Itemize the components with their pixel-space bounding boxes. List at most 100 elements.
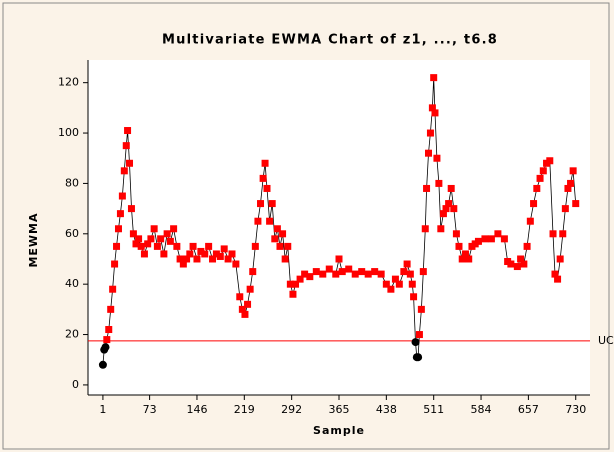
out-of-control-point: [533, 184, 541, 192]
out-of-control-point: [445, 200, 453, 208]
out-of-control-point: [107, 305, 115, 313]
out-of-control-point: [183, 255, 191, 263]
out-of-control-point: [289, 290, 297, 298]
out-of-control-point: [166, 237, 174, 245]
out-of-control-point: [400, 268, 408, 276]
out-of-control-point: [417, 305, 425, 313]
out-of-control-point: [189, 242, 197, 250]
out-of-control-point: [301, 270, 309, 278]
out-of-control-point: [197, 247, 205, 255]
out-of-control-point: [549, 230, 557, 238]
out-of-control-point: [487, 235, 495, 243]
out-of-control-point: [276, 242, 284, 250]
out-of-control-point: [564, 184, 572, 192]
y-tick-label: 120: [58, 76, 79, 89]
out-of-control-point: [312, 268, 320, 276]
out-of-control-point: [111, 260, 119, 268]
out-of-control-point: [296, 275, 304, 283]
x-tick-label: 146: [186, 403, 207, 416]
out-of-control-point: [216, 252, 224, 260]
out-of-control-point: [430, 74, 438, 82]
out-of-control-point: [391, 275, 399, 283]
out-of-control-point: [455, 242, 463, 250]
out-of-control-point: [335, 255, 343, 263]
x-tick-label: 438: [376, 403, 397, 416]
out-of-control-point: [567, 179, 575, 187]
plot-area: [88, 60, 590, 395]
out-of-control-point: [559, 230, 567, 238]
in-control-point: [98, 360, 107, 369]
out-of-control-point: [425, 149, 433, 157]
out-of-control-point: [179, 260, 187, 268]
out-of-control-point: [332, 270, 340, 278]
y-tick-label: 20: [65, 328, 79, 341]
out-of-control-point: [273, 225, 281, 233]
out-of-control-point: [228, 250, 236, 258]
out-of-control-point: [209, 255, 217, 263]
out-of-control-point: [526, 217, 534, 225]
out-of-control-point: [173, 242, 181, 250]
out-of-control-point: [132, 240, 140, 248]
out-of-control-point: [435, 179, 443, 187]
out-of-control-point: [103, 336, 111, 344]
out-of-control-point: [238, 305, 246, 313]
out-of-control-point: [201, 250, 209, 258]
out-of-control-point: [114, 225, 122, 233]
y-tick-label: 60: [65, 227, 79, 240]
in-control-point: [411, 338, 420, 347]
out-of-control-point: [447, 184, 455, 192]
out-of-control-point: [306, 273, 314, 281]
out-of-control-point: [116, 210, 124, 218]
x-axis-label: Sample: [313, 424, 365, 437]
out-of-control-point: [421, 225, 429, 233]
out-of-control-point: [338, 268, 346, 276]
out-of-control-point: [419, 268, 427, 276]
out-of-control-point: [465, 255, 473, 263]
out-of-control-point: [423, 184, 431, 192]
out-of-control-point: [186, 250, 194, 258]
out-of-control-point: [113, 242, 121, 250]
out-of-control-point: [428, 104, 436, 112]
x-tick-label: 292: [281, 403, 302, 416]
out-of-control-point: [257, 200, 265, 208]
out-of-control-point: [157, 235, 165, 243]
out-of-control-point: [127, 205, 135, 213]
out-of-control-point: [193, 255, 201, 263]
x-tick-label: 1: [99, 403, 106, 416]
out-of-control-point: [124, 127, 132, 135]
out-of-control-point: [220, 245, 228, 253]
out-of-control-point: [268, 200, 276, 208]
out-of-control-point: [387, 285, 395, 293]
x-tick-label: 365: [329, 403, 350, 416]
out-of-control-point: [481, 235, 489, 243]
out-of-control-point: [536, 174, 544, 182]
out-of-control-point: [494, 230, 502, 238]
out-of-control-point: [572, 200, 580, 208]
out-of-control-point: [520, 260, 528, 268]
out-of-control-point: [163, 230, 171, 238]
out-of-control-point: [147, 235, 155, 243]
in-control-point: [414, 353, 423, 362]
out-of-control-point: [500, 235, 508, 243]
out-of-control-point: [439, 210, 447, 218]
out-of-control-point: [319, 270, 327, 278]
out-of-control-point: [561, 205, 569, 213]
out-of-control-point: [251, 242, 259, 250]
out-of-control-point: [261, 159, 269, 167]
out-of-control-point: [408, 280, 416, 288]
out-of-control-point: [437, 225, 445, 233]
out-of-control-point: [523, 242, 531, 250]
out-of-control-point: [442, 205, 450, 213]
out-of-control-point: [410, 293, 418, 301]
out-of-control-point: [279, 230, 287, 238]
out-of-control-point: [569, 167, 577, 175]
out-of-control-point: [241, 310, 249, 318]
out-of-control-point: [135, 235, 143, 243]
chart-title: Multivariate EWMA Chart of z1, ..., t6.8: [162, 33, 498, 48]
x-tick-label: 730: [565, 403, 586, 416]
out-of-control-point: [292, 280, 300, 288]
y-tick-label: 0: [72, 378, 79, 391]
out-of-control-point: [513, 263, 521, 271]
out-of-control-point: [266, 217, 274, 225]
